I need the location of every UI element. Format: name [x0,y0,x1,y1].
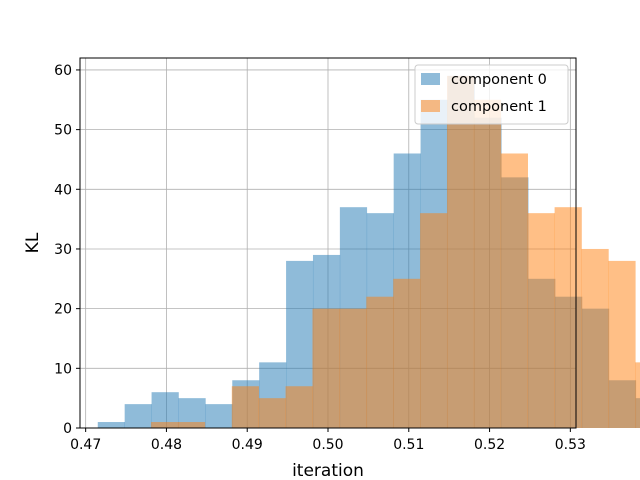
histogram-bar-component-1 [339,308,367,428]
y-tick-label: 10 [54,361,72,377]
histogram-bar-component-0 [97,422,125,428]
axis-ticks: 0.47 0.48 0.49 0.50 0.51 0.52 0.53 0 10 20 30 40 50 6… [54,63,586,453]
legend-label-component-1: component 1 [451,99,547,115]
legend-label-component-0: component 0 [451,72,547,88]
legend-swatch-component-0 [421,73,440,85]
x-tick-label: 0.53 [555,437,586,453]
x-tick-label: 0.47 [70,437,101,453]
x-tick-label: 0.48 [151,437,182,453]
histogram-bar-component-1 [258,398,286,428]
histogram-bar-component-1 [581,248,609,428]
histogram-bar-component-1 [312,308,340,428]
histogram-bar-component-1 [527,213,555,428]
histogram-bar-component-0 [205,404,233,428]
histogram-bar-component-1 [446,75,475,428]
legend: component 0 component 1 [414,64,569,125]
histogram-bar-component-1 [635,362,640,428]
histogram-bar-component-1 [608,260,636,428]
histogram-bar-component-1 [177,422,206,428]
y-tick-label: 60 [54,63,72,79]
histogram-bar-component-1 [554,207,582,428]
histogram-bar-component-1 [500,153,528,428]
y-tick-label: 0 [63,421,72,437]
histogram-bar-component-1 [151,422,179,428]
y-tick-label: 50 [54,123,72,139]
histogram-bar-component-1 [420,213,448,428]
legend-swatch-component-1 [421,100,440,112]
x-tick-label: 0.52 [474,437,505,453]
y-tick-label: 40 [54,182,72,198]
histogram-bar-component-1 [366,296,394,428]
legend-frame [414,64,569,125]
x-tick-label: 0.51 [393,437,424,453]
x-axis-label: iteration [292,461,364,480]
x-tick-label: 0.49 [232,437,263,453]
x-tick-label: 0.50 [312,437,343,453]
histogram-bar-component-1 [473,99,502,428]
histogram-bar-component-1 [393,278,421,428]
histogram-bar-component-1 [285,386,313,428]
histogram-bar-component-1 [231,386,259,428]
bars [97,75,640,428]
y-tick-label: 30 [54,242,72,258]
y-tick-label: 20 [54,302,72,318]
y-axis-label: KL [23,232,43,253]
histogram-bar-component-0 [124,404,152,428]
